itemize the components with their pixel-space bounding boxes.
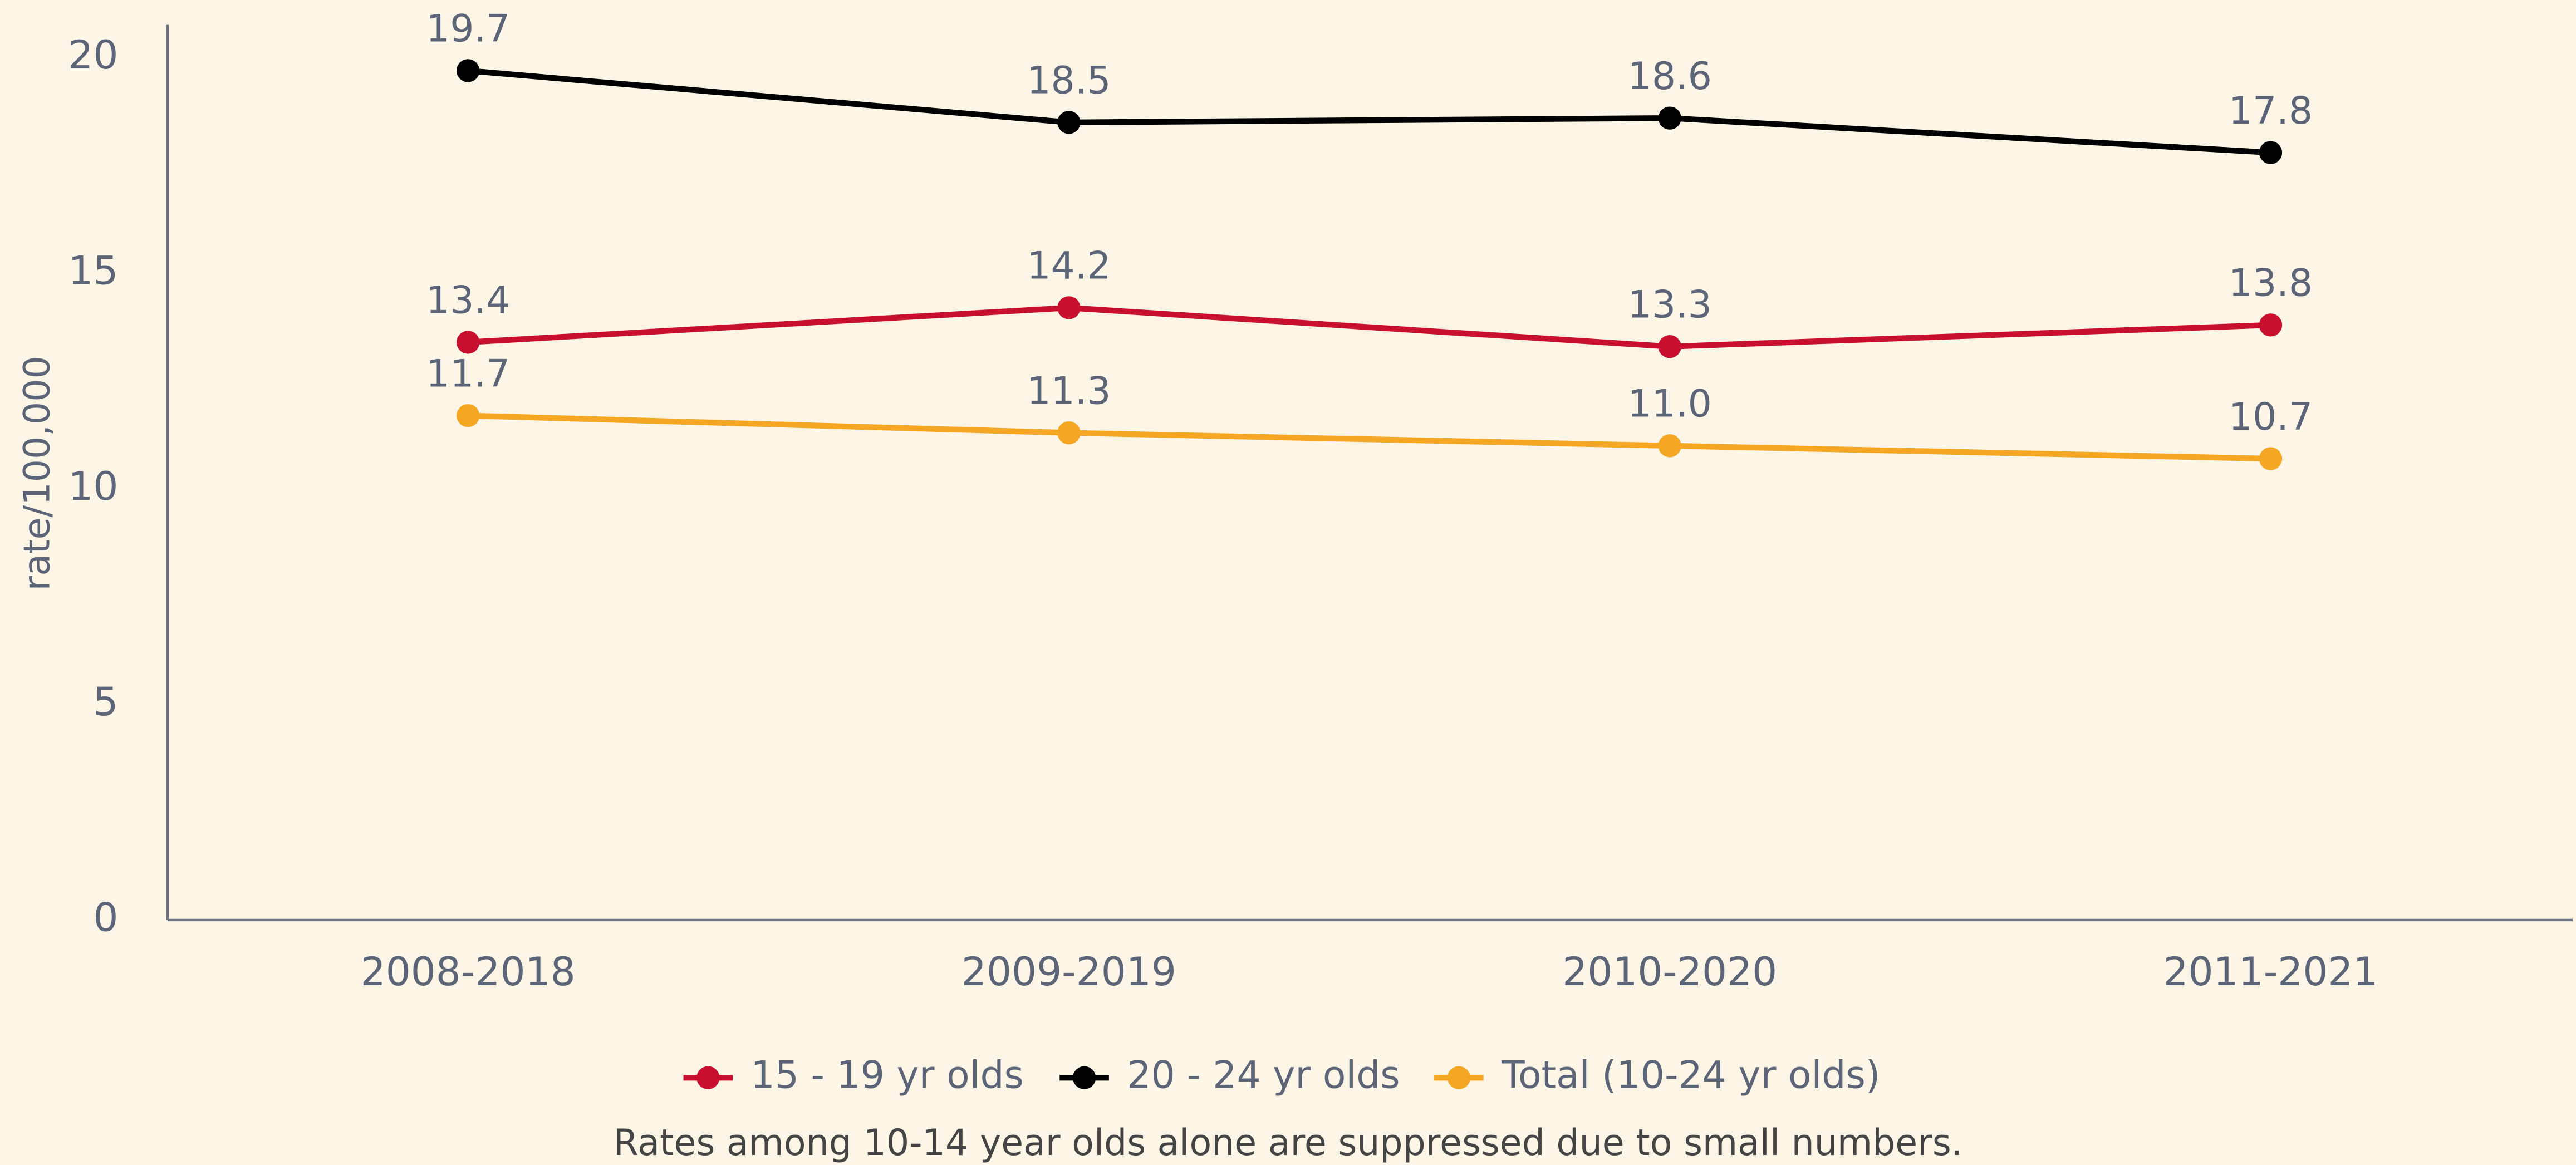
series-line (468, 304, 2271, 350)
footnote: Rates among 10-14 year olds alone are su… (614, 1122, 1963, 1164)
y-tick-label: 20 (68, 32, 118, 78)
data-label: 13.4 (426, 279, 510, 323)
data-label: 11.0 (1628, 382, 1712, 426)
data-label: 18.6 (1628, 55, 1712, 99)
y-tick-label: 15 (68, 248, 118, 294)
data-label: 19.7 (426, 7, 510, 51)
data-point (1057, 421, 1081, 445)
data-label: 18.5 (1027, 59, 1111, 103)
series-line (468, 412, 2271, 462)
x-tick-label: 2010-2020 (1562, 948, 1777, 995)
data-point (2259, 313, 2283, 337)
data-point (1057, 111, 1081, 134)
legend-label: Total (10-24 yr olds) (1501, 1054, 1880, 1098)
data-point (1658, 335, 1681, 358)
y-tick-label: 0 (93, 894, 118, 940)
data-label: 13.3 (1628, 283, 1712, 327)
data-label: 17.8 (2229, 89, 2313, 133)
data-point (456, 331, 480, 354)
y-tick-label: 10 (68, 463, 118, 509)
data-label: 14.2 (1027, 244, 1111, 288)
series-line (468, 67, 2271, 156)
legend-swatch-dot (1072, 1066, 1096, 1089)
x-tick-label: 2011-2021 (2163, 948, 2378, 995)
x-tick-label: 2008-2018 (361, 948, 576, 995)
x-tick-label: 2009-2019 (961, 948, 1176, 995)
legend-label: 20 - 24 yr olds (1127, 1054, 1400, 1098)
y-axis-label: rate/100,000 (16, 356, 58, 591)
legend-swatch-dot (1447, 1066, 1471, 1089)
data-point (2259, 141, 2283, 164)
data-label: 10.7 (2229, 395, 2313, 439)
data-point (2259, 447, 2283, 470)
data-point (456, 59, 480, 82)
data-point (1057, 296, 1081, 319)
data-label: 11.3 (1027, 369, 1111, 413)
data-label: 11.7 (426, 352, 510, 396)
legend-swatch-dot (696, 1066, 720, 1089)
data-label: 13.8 (2229, 262, 2313, 306)
legend-label: 15 - 19 yr olds (751, 1054, 1024, 1098)
data-point (1658, 106, 1681, 130)
data-point (456, 404, 480, 427)
y-tick-label: 5 (93, 679, 118, 725)
data-point (1658, 434, 1681, 458)
